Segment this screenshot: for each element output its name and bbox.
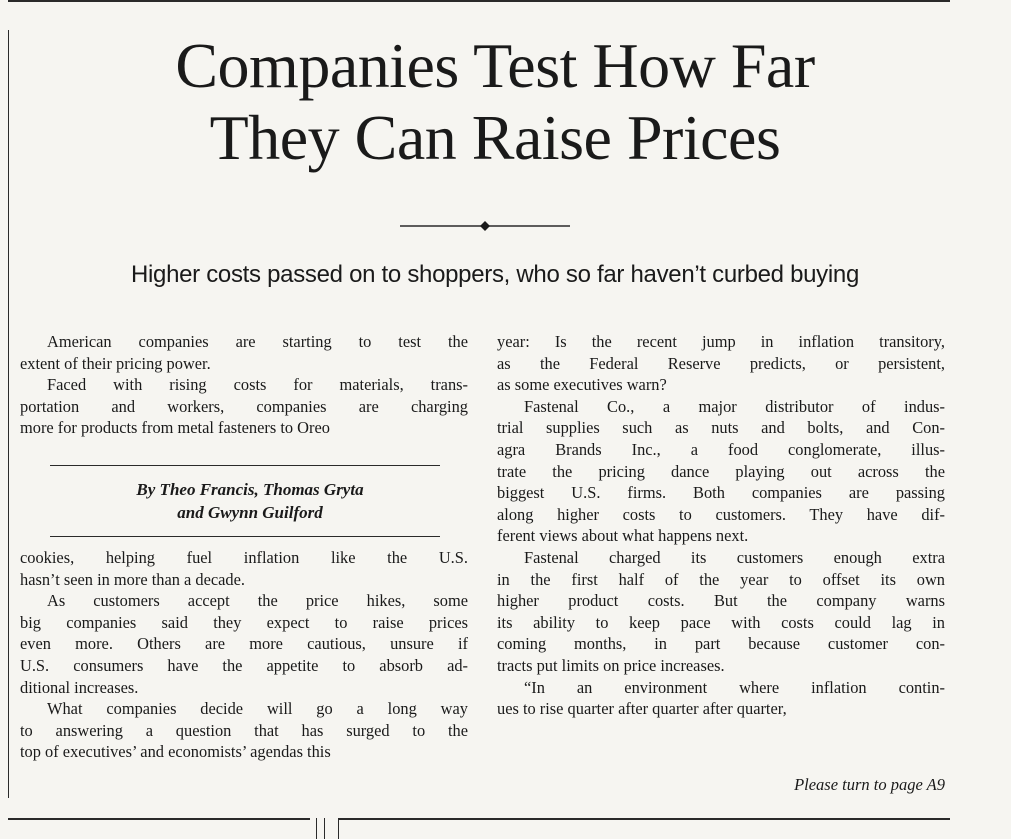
text-line: top of executives’ and economists’ agend… bbox=[20, 742, 331, 762]
paragraph: As customers accept the price hikes, som… bbox=[20, 590, 468, 698]
paragraph: year: Is the recent jump in inflation tr… bbox=[497, 331, 945, 396]
text-line: “In an environment where inflation conti… bbox=[524, 677, 945, 697]
headline-line-1: Companies Test How Far bbox=[175, 30, 815, 101]
paragraph: What companies decide will go a long way… bbox=[20, 698, 468, 763]
byline-line-1: By Theo Francis, Thomas Gryta bbox=[136, 480, 364, 499]
headline-line-2: They Can Raise Prices bbox=[209, 102, 781, 173]
bottom-divider-b bbox=[324, 818, 325, 839]
text-line: ferent views about what happens next. bbox=[497, 526, 749, 546]
text-line: tracts put limits on price increases. bbox=[497, 655, 725, 675]
text-line: Fastenal charged its customers enough ex… bbox=[524, 547, 945, 567]
headline: Companies Test How Far They Can Raise Pr… bbox=[60, 30, 930, 174]
text-line: hasn’t seen in more than a decade. bbox=[20, 569, 245, 589]
bottom-rule-left bbox=[8, 818, 310, 820]
column-1-bottom: cookies, helping fuel inflation like the… bbox=[20, 547, 468, 763]
text-line: as some executives warn? bbox=[497, 375, 667, 395]
subheadline: Higher costs passed on to shoppers, who … bbox=[130, 261, 860, 288]
text-line: trial supplies such as nuts and bolts, a… bbox=[497, 418, 945, 438]
ornament-divider bbox=[400, 221, 570, 231]
text-line: big companies said they expect to raise … bbox=[20, 612, 468, 632]
text-line: extent of their pricing power. bbox=[20, 353, 211, 373]
text-line: to answering a question that has surged … bbox=[20, 720, 468, 740]
text-line: What companies decide will go a long way bbox=[47, 699, 468, 719]
paragraph: American companies are starting to test … bbox=[20, 331, 468, 374]
paragraph: Fastenal charged its customers enough ex… bbox=[497, 547, 945, 677]
text-line: more for products from metal fasteners t… bbox=[20, 418, 330, 438]
text-line: its ability to keep pace with costs coul… bbox=[497, 612, 945, 632]
text-line: trate the pricing dance playing out acro… bbox=[497, 461, 945, 481]
text-line: year: Is the recent jump in inflation tr… bbox=[497, 332, 945, 351]
left-column-rule bbox=[8, 30, 9, 798]
text-line: American companies are starting to test … bbox=[47, 332, 468, 351]
paragraph: “In an environment where inflation conti… bbox=[497, 677, 945, 720]
paragraph: cookies, helping fuel inflation like the… bbox=[20, 547, 468, 590]
text-line: agra Brands Inc., a food conglomerate, i… bbox=[497, 439, 945, 459]
text-line: ditional increases. bbox=[20, 677, 139, 697]
text-line: in the first half of the year to offset … bbox=[497, 569, 945, 589]
text-line: As customers accept the price hikes, som… bbox=[47, 591, 468, 611]
text-line: portation and workers, companies are cha… bbox=[20, 396, 468, 416]
byline: By Theo Francis, Thomas Gryta and Gwynn … bbox=[50, 478, 450, 524]
byline-rule-bottom bbox=[50, 536, 440, 537]
top-rule bbox=[8, 0, 950, 2]
byline-rule-top bbox=[50, 465, 440, 466]
text-line: cookies, helping fuel inflation like the… bbox=[20, 548, 468, 567]
text-line: Faced with rising costs for materials, t… bbox=[47, 375, 468, 395]
paragraph: Faced with rising costs for materials, t… bbox=[20, 374, 468, 439]
text-line: as the Federal Reserve predicts, or pers… bbox=[497, 353, 945, 373]
bottom-divider-c bbox=[338, 818, 339, 839]
text-line: Fastenal Co., a major distributor of ind… bbox=[524, 396, 945, 416]
text-line: along higher costs to customers. They ha… bbox=[497, 504, 945, 524]
column-1-top: American companies are starting to test … bbox=[20, 331, 468, 439]
paragraph: Fastenal Co., a major distributor of ind… bbox=[497, 396, 945, 547]
column-2: year: Is the recent jump in inflation tr… bbox=[497, 331, 945, 720]
byline-line-2: and Gwynn Guilford bbox=[177, 503, 323, 522]
jump-line: Please turn to page A9 bbox=[794, 775, 945, 794]
text-line: ues to rise quarter after quarter after … bbox=[497, 699, 787, 719]
text-line: higher product costs. But the company wa… bbox=[497, 591, 945, 611]
text-line: U.S. consumers have the appetite to abso… bbox=[20, 655, 468, 675]
bottom-divider-a bbox=[316, 818, 317, 839]
text-line: even more. Others are more cautious, uns… bbox=[20, 634, 468, 654]
bottom-rule-right bbox=[338, 818, 950, 820]
text-line: coming months, in part because customer … bbox=[497, 634, 945, 654]
text-line: biggest U.S. firms. Both companies are p… bbox=[497, 483, 945, 503]
